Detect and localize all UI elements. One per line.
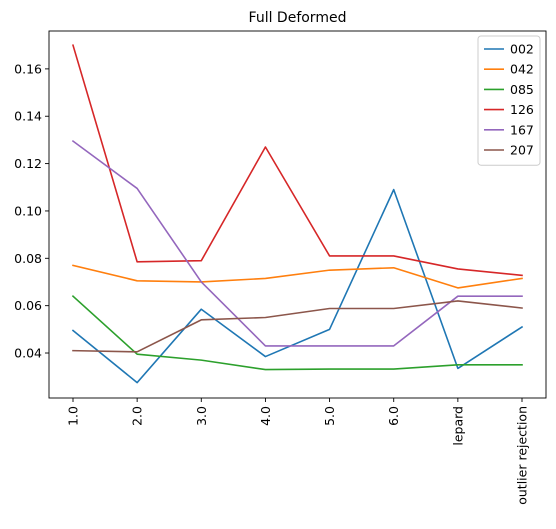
x-tick-label: 1.0 (66, 406, 81, 426)
x-tick-label: lepard (450, 406, 465, 446)
y-tick-label: 0.08 (14, 251, 42, 266)
x-tick-label: outlier rejection (515, 406, 530, 505)
y-tick-label: 0.06 (14, 298, 42, 313)
series-line-002 (71, 188, 524, 384)
x-tick-label: 6.0 (386, 406, 401, 426)
x-tick-label: 4.0 (258, 406, 273, 426)
y-tick-label: 0.10 (14, 203, 42, 218)
series-line-207 (72, 300, 523, 353)
legend-label-126: 126 (510, 102, 534, 117)
legend-label-042: 042 (510, 62, 534, 77)
legend-label-207: 207 (510, 143, 534, 158)
plot-area: 0.04 0.06 0.08 0.10 0.12 0.14 0.16 1.0 2.0 3.0 4.0… (14, 30, 547, 505)
legend-label-002: 002 (510, 42, 534, 57)
legend-label-085: 085 (510, 82, 534, 97)
x-tick-label: 3.0 (194, 406, 209, 426)
series-line-126 (72, 44, 523, 277)
y-tick-label: 0.16 (14, 61, 42, 76)
series-line-167 (71, 139, 523, 347)
series-line-085 (71, 295, 523, 371)
x-tick-label: 2.0 (130, 406, 145, 426)
series-line-042 (72, 264, 523, 289)
y-tick-label: 0.14 (14, 109, 42, 124)
legend-label-167: 167 (510, 122, 534, 137)
axes-frame (48, 30, 547, 399)
legend: 002 042 085 126 167 207 (477, 35, 541, 166)
x-tick-label: 5.0 (322, 406, 337, 426)
y-tick-label: 0.12 (14, 156, 42, 171)
chart-title: Full Deformed (249, 10, 347, 26)
y-tick-label: 0.04 (14, 346, 42, 361)
legend-box (477, 35, 541, 166)
